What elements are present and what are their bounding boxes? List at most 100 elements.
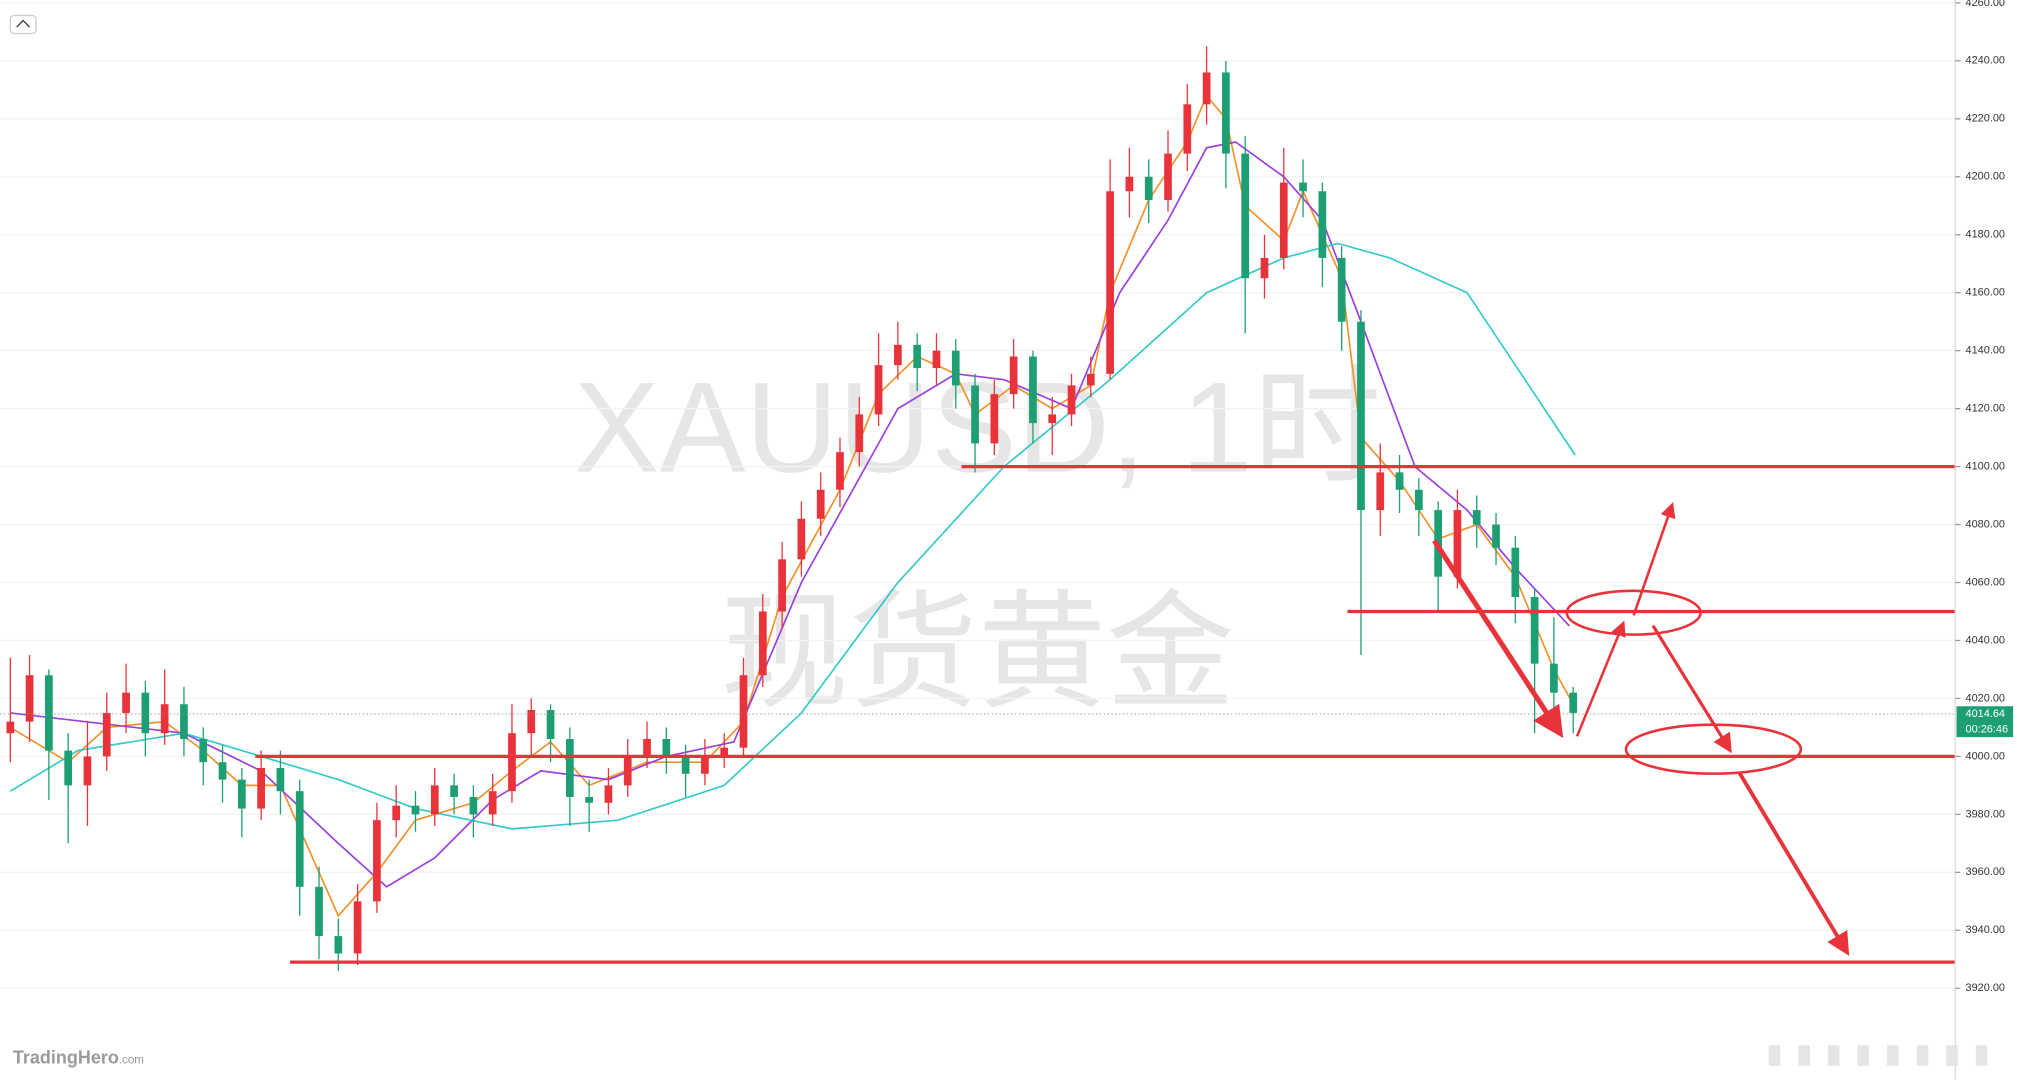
candle-body [1222,72,1230,154]
candle-body [681,756,690,774]
arrow-rebound [1575,620,1626,737]
candle-body [1029,356,1037,424]
brand: TradingHero [13,1047,119,1067]
candle-body [1241,153,1250,279]
candle-body [276,767,285,792]
candle-body [469,796,478,815]
collapse-button[interactable] [9,14,37,35]
candle-body [1376,472,1385,511]
candle-body [64,750,73,786]
y-tick-label: 4180.00 [1966,229,2005,241]
candle-body [411,805,420,815]
candle-body [836,452,844,490]
y-tick-label: 4140.00 [1966,345,2005,357]
candle-body [373,820,381,902]
candle-body [527,710,536,734]
candle-body [180,704,188,740]
candle-body [720,747,729,757]
candle-body [295,791,304,887]
y-tick-label: 4160.00 [1966,287,2005,299]
candle-body [1299,182,1307,192]
candle-body [1106,191,1114,374]
moving-average [9,242,1576,830]
zone-ellipse [1624,723,1803,775]
y-tick-label: 3960.00 [1966,866,2005,878]
y-tick-label: 3940.00 [1966,924,2005,936]
candle-body [83,756,92,786]
candle-body [237,779,246,809]
candle-body [1569,692,1578,713]
arrow-target [1737,771,1850,956]
y-tick-label: 4100.00 [1966,460,2005,472]
candle-body [758,611,767,676]
candle-body [932,350,941,369]
arrow-down [1432,539,1564,739]
y-tick-label: 4000.00 [1966,750,2005,762]
candle-body [797,518,806,560]
candle-body [334,936,343,954]
candle-body [1048,414,1057,424]
candle-body [488,791,497,815]
watermark-subtitle: 现货黄金 [720,582,1234,725]
candle-body [816,489,825,519]
candle-body [565,739,574,797]
candle-body [1453,510,1462,577]
candle-body [122,692,130,713]
candle-body [701,756,709,774]
candle-body [623,756,632,786]
collapse-icon [16,19,31,28]
candle-body [546,710,555,740]
candle-body [739,675,748,748]
candle-body [1395,472,1404,490]
candle-body [778,559,786,612]
countdown-label: 00:26:46 [1966,723,2009,735]
candle-body [160,704,169,734]
candle-body [1202,72,1211,105]
y-tick-label: 3920.00 [1966,982,2005,994]
candle-body [257,767,265,809]
candle-body [951,350,960,386]
candle-body [1164,153,1172,200]
candle-body [604,785,613,803]
candle-body [874,365,883,415]
y-tick-label: 3980.00 [1966,808,2005,820]
annotations [1432,502,1850,956]
brand-logo: TradingHero.com [13,1047,144,1067]
candle-body [1067,385,1076,415]
candle-body [894,344,902,366]
candle-body [141,692,150,734]
candle-body [990,394,999,444]
y-tick-label: 4120.00 [1966,403,2005,415]
candle-body [1511,547,1520,598]
y-tick-label: 4080.00 [1966,518,2005,530]
y-tick-label: 4200.00 [1966,171,2005,183]
candle-body [1086,373,1095,386]
candle-body [25,675,34,722]
zone-ellipse [1565,589,1702,636]
candle-body [662,739,671,757]
candle-body [45,675,53,751]
candle-body [1550,663,1558,693]
arrow-break [1651,624,1732,754]
candle-body [1337,257,1346,322]
candle-body [6,721,15,734]
candle-body [1472,510,1481,525]
brand-suffix: .com [119,1054,144,1066]
candle-body [1318,191,1327,258]
candle-body [450,785,458,797]
candle-body [1530,597,1539,664]
candle-body [508,733,516,792]
candle-body [1414,489,1423,511]
arrow-up [1632,502,1676,616]
y-tick-label: 4060.00 [1966,576,2005,588]
candle-body [585,796,594,803]
candle-body [1144,176,1153,200]
candle-body [1125,176,1134,192]
candle-body [1357,321,1365,511]
candle-body [971,385,979,444]
candle-body [1279,182,1288,258]
candle-body [430,785,439,815]
candle-body [855,414,864,453]
